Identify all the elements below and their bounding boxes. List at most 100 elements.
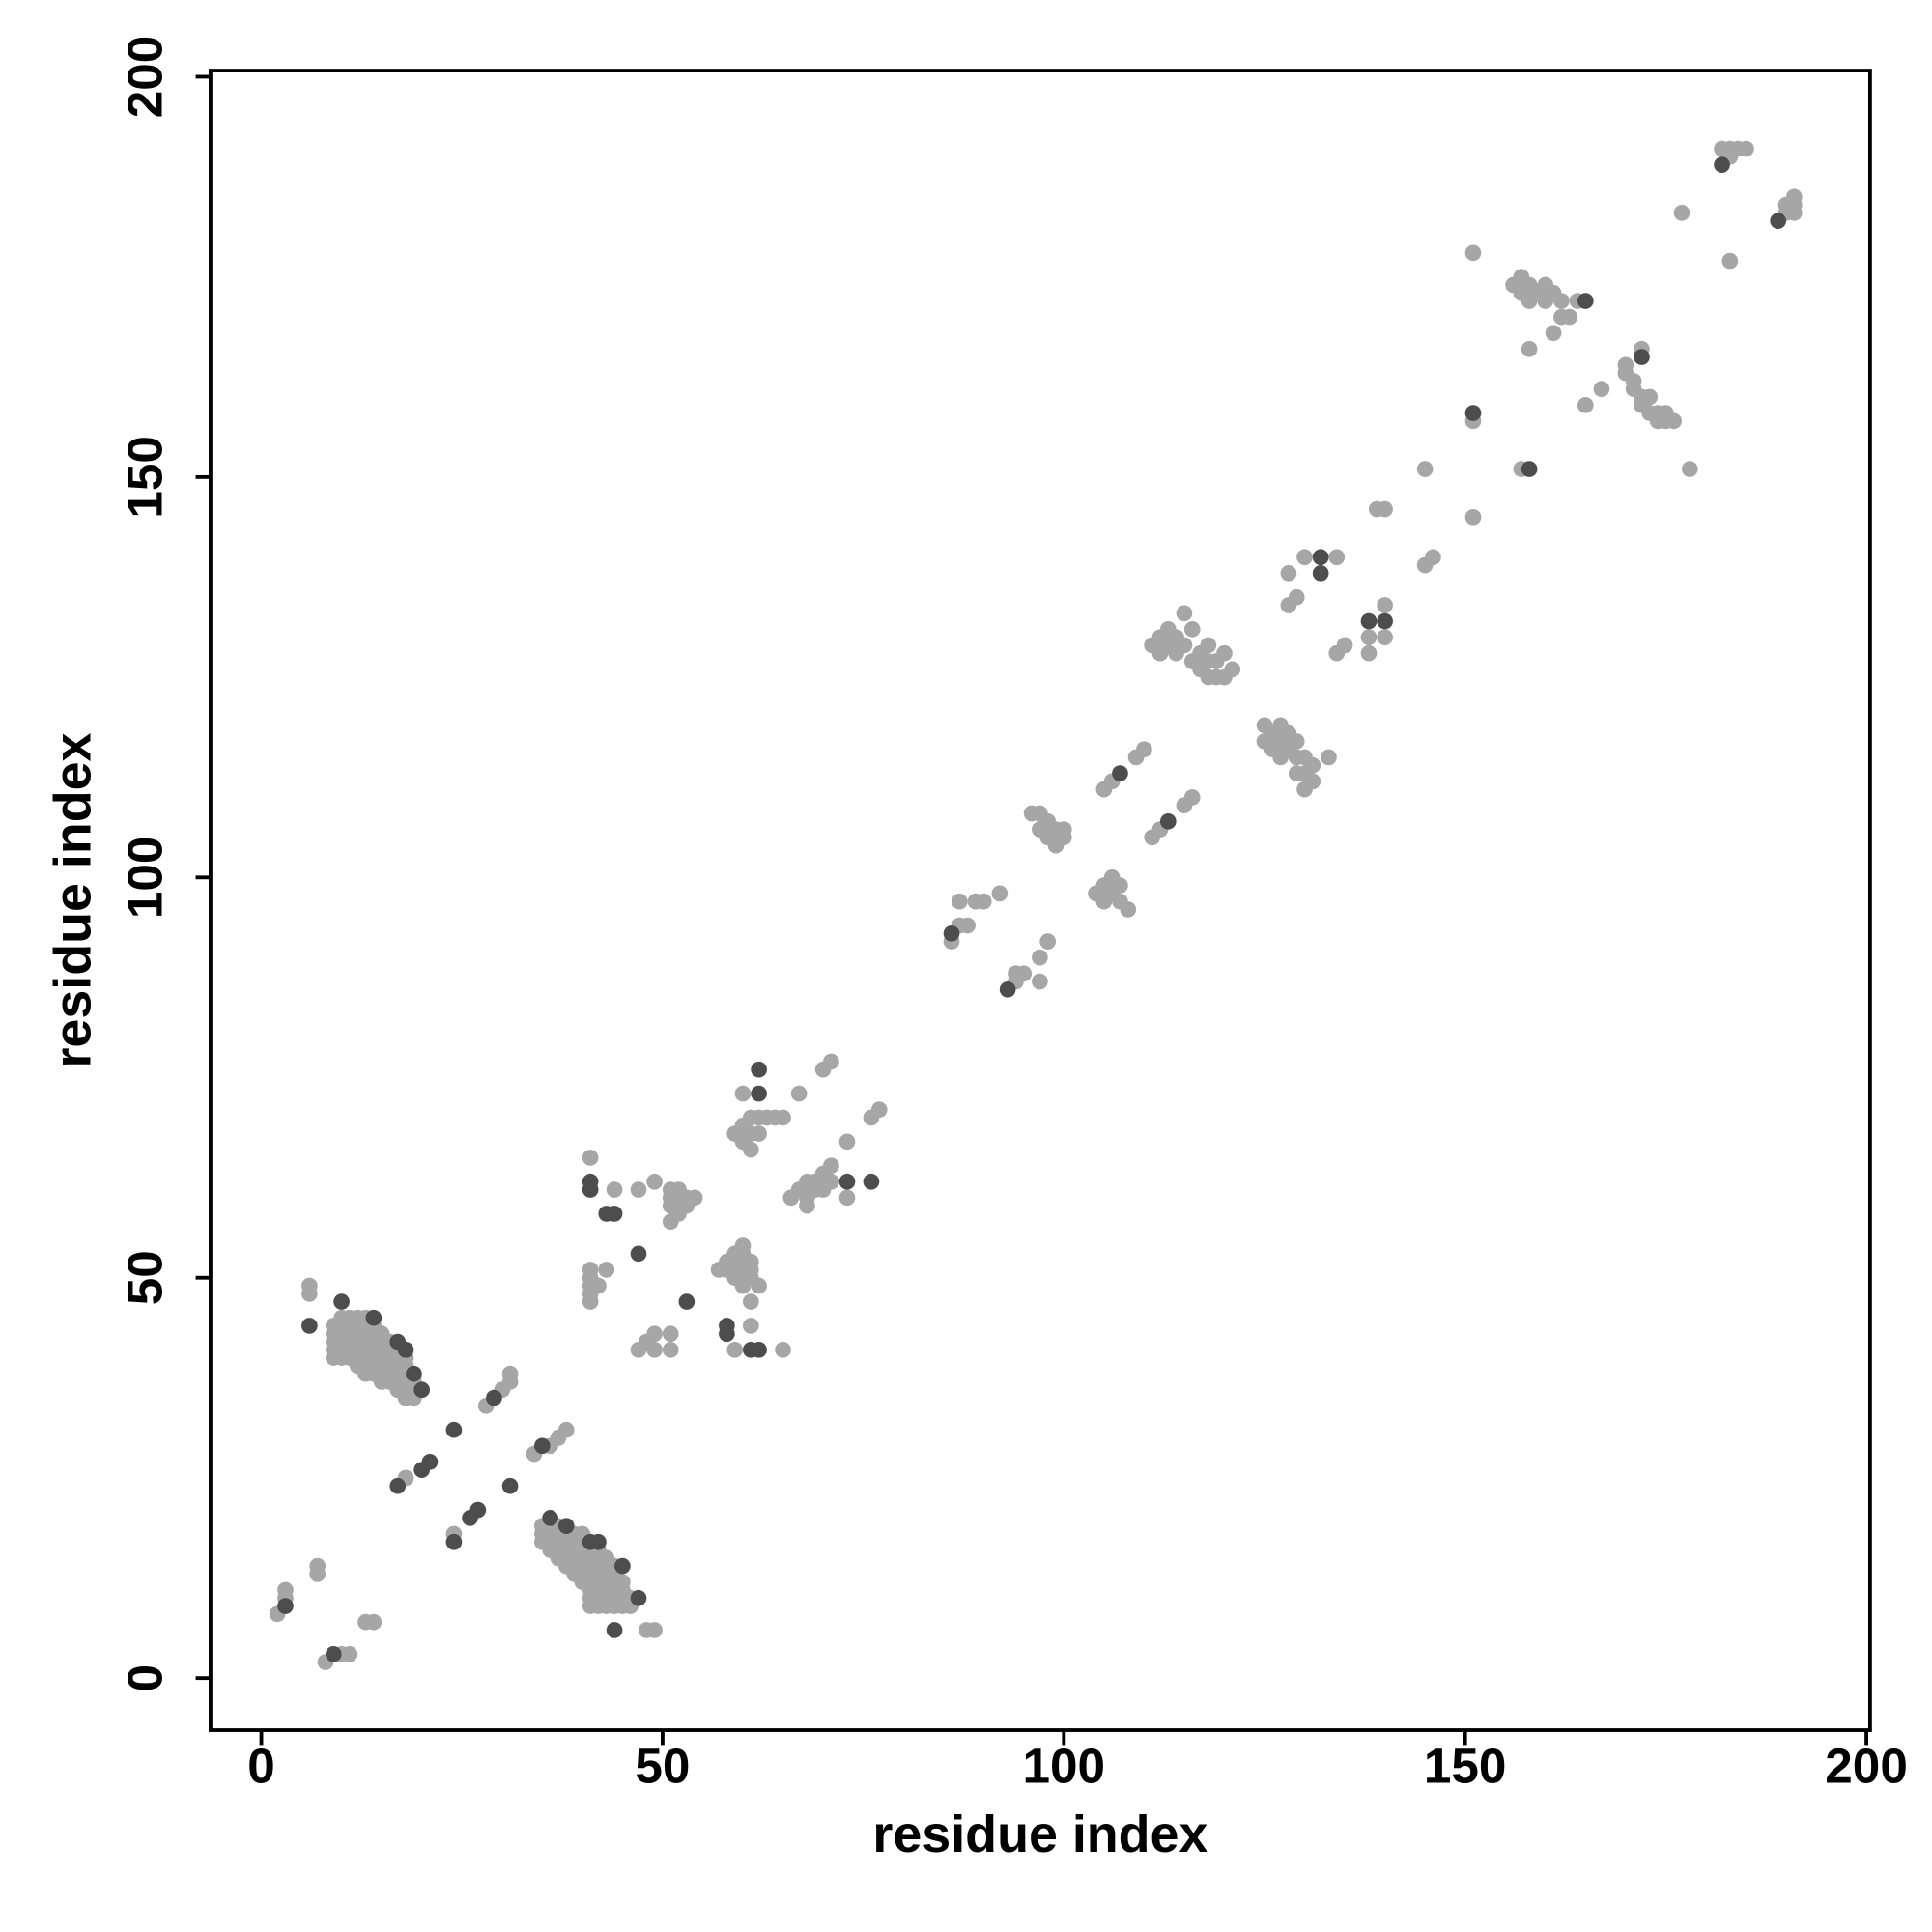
point xyxy=(959,917,976,934)
point xyxy=(751,1341,767,1358)
point xyxy=(1360,612,1378,630)
point xyxy=(582,1293,599,1310)
point xyxy=(1577,293,1594,309)
point xyxy=(646,1341,663,1358)
point xyxy=(1785,188,1803,206)
x-tick-label: 200 xyxy=(1825,1739,1908,1794)
point xyxy=(1377,500,1393,518)
point xyxy=(1216,644,1233,662)
point xyxy=(1112,765,1128,781)
point xyxy=(646,1622,663,1638)
point xyxy=(389,1477,407,1494)
x-tick-label: 50 xyxy=(635,1739,690,1794)
point xyxy=(1159,812,1177,830)
point xyxy=(582,1181,599,1198)
point xyxy=(1561,308,1578,326)
point xyxy=(1321,749,1337,766)
x-tick-label: 0 xyxy=(247,1739,275,1794)
point xyxy=(991,885,1009,902)
point xyxy=(445,1533,463,1550)
point xyxy=(1328,549,1346,566)
point xyxy=(1176,637,1193,654)
point xyxy=(598,1262,615,1278)
point xyxy=(823,1157,839,1175)
point xyxy=(557,1518,575,1535)
point xyxy=(590,1533,607,1550)
point xyxy=(557,1421,575,1438)
point xyxy=(606,1622,623,1638)
y-tick-label: 200 xyxy=(117,36,172,119)
point xyxy=(614,1574,631,1591)
point xyxy=(1770,213,1787,229)
point xyxy=(413,1381,431,1399)
point xyxy=(1520,461,1538,477)
point xyxy=(870,1101,888,1119)
point xyxy=(1464,508,1482,526)
point xyxy=(301,1318,318,1334)
point xyxy=(1673,205,1690,221)
point xyxy=(1520,340,1538,357)
point xyxy=(309,1566,327,1582)
point xyxy=(606,1206,623,1222)
point xyxy=(943,924,960,942)
point xyxy=(1464,244,1482,262)
y-tick-label: 50 xyxy=(117,1250,172,1305)
point xyxy=(1577,396,1594,413)
y-axis-label: residue index xyxy=(44,732,102,1067)
point xyxy=(790,1085,808,1102)
point xyxy=(1136,741,1152,758)
point xyxy=(751,1061,767,1078)
point xyxy=(1416,461,1434,477)
point xyxy=(1312,565,1329,582)
point xyxy=(838,1133,856,1151)
point xyxy=(751,1085,767,1102)
point xyxy=(365,1613,383,1631)
x-axis-label: residue index xyxy=(872,1805,1208,1863)
point xyxy=(1665,412,1683,430)
point xyxy=(734,1237,752,1254)
point xyxy=(1120,901,1137,918)
point xyxy=(1377,597,1393,613)
point xyxy=(775,1109,791,1126)
point xyxy=(1176,605,1193,622)
point xyxy=(630,1245,647,1263)
point xyxy=(1593,381,1610,398)
point xyxy=(341,1645,358,1662)
y-tick-label: 100 xyxy=(117,837,172,920)
point xyxy=(838,1189,856,1207)
point xyxy=(542,1510,558,1526)
point xyxy=(365,1309,383,1326)
point xyxy=(1015,965,1033,982)
point xyxy=(582,1150,599,1166)
point xyxy=(686,1189,703,1207)
point xyxy=(1738,140,1754,157)
point xyxy=(1055,821,1072,838)
point xyxy=(406,1365,422,1382)
point xyxy=(742,1253,759,1270)
point xyxy=(1641,388,1659,406)
y-tick-label: 0 xyxy=(117,1664,172,1692)
point xyxy=(670,1206,687,1222)
point xyxy=(630,1181,647,1198)
point xyxy=(1714,156,1730,173)
point xyxy=(630,1589,647,1606)
point xyxy=(1288,733,1305,750)
point xyxy=(646,1173,663,1190)
point xyxy=(719,1325,735,1343)
point xyxy=(590,1277,607,1294)
point xyxy=(1304,773,1321,790)
point xyxy=(1032,949,1048,966)
point xyxy=(421,1454,439,1470)
point xyxy=(751,1125,767,1142)
point xyxy=(1360,629,1378,645)
point xyxy=(1336,637,1353,654)
point xyxy=(1721,252,1739,270)
point xyxy=(301,1285,318,1302)
x-tick-label: 100 xyxy=(1023,1739,1106,1794)
point xyxy=(1681,461,1698,477)
point xyxy=(1360,644,1378,662)
point xyxy=(1377,629,1393,645)
point xyxy=(742,1293,759,1310)
point xyxy=(799,1197,815,1214)
